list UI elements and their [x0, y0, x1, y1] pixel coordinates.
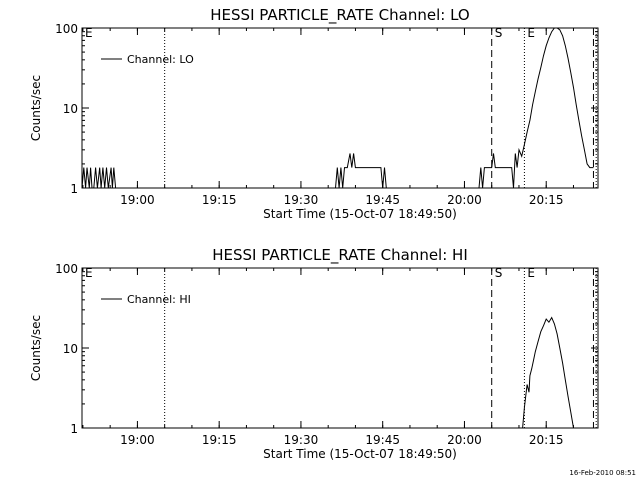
marker-label: E: [527, 26, 535, 40]
y-tick-label: 10: [63, 342, 78, 356]
marker-label: E: [85, 266, 93, 280]
y-tick-label: 100: [55, 262, 78, 276]
legend-label: Channel: LO: [127, 53, 194, 66]
x-axis-label: Start Time (15-Oct-07 18:49:50): [263, 207, 457, 221]
x-axis-label: Start Time (15-Oct-07 18:49:50): [263, 447, 457, 461]
x-tick-label: 19:45: [365, 193, 400, 207]
series-line: [522, 316, 574, 429]
series-line: [81, 27, 594, 189]
x-tick-label: 19:15: [202, 433, 237, 447]
legend-label: Channel: HI: [127, 293, 191, 306]
x-tick-label: 19:30: [284, 193, 319, 207]
x-tick-label: 19:30: [284, 433, 319, 447]
y-tick-label: 100: [55, 22, 78, 36]
marker-label: S: [495, 26, 503, 40]
y-tick-label: 10: [63, 102, 78, 116]
x-tick-label: 19:00: [120, 433, 155, 447]
x-tick-label: 20:00: [447, 193, 482, 207]
y-tick-label: 1: [70, 422, 78, 436]
plot-frame: [81, 267, 599, 429]
y-axis-label: Counts/sec: [29, 315, 43, 381]
x-tick-label: 19:15: [202, 193, 237, 207]
marker-label: E: [527, 266, 535, 280]
chart-title: HESSI PARTICLE_RATE Channel: LO: [210, 6, 469, 25]
x-tick-label: 20:15: [529, 433, 564, 447]
x-tick-label: 19:45: [365, 433, 400, 447]
footer-timestamp: 16-Feb-2010 08:51: [569, 469, 636, 477]
y-tick-label: 1: [70, 182, 78, 196]
x-tick-label: 20:00: [447, 433, 482, 447]
x-tick-label: 19:00: [120, 193, 155, 207]
x-tick-label: 20:15: [529, 193, 564, 207]
marker-label: E: [85, 26, 93, 40]
y-axis-label: Counts/sec: [29, 75, 43, 141]
plot-frame: [81, 27, 599, 189]
chart-title: HESSI PARTICLE_RATE Channel: HI: [212, 246, 468, 265]
marker-label: S: [495, 266, 503, 280]
